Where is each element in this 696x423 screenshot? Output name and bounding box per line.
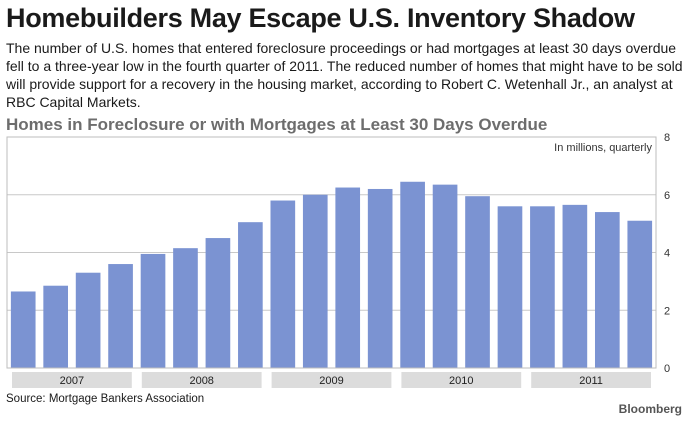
bars-layer bbox=[10, 181, 653, 368]
year-band-2007 bbox=[12, 372, 132, 388]
year-label-2008: 2008 bbox=[189, 375, 213, 387]
bar-2009-q1 bbox=[270, 200, 296, 368]
source-note: Source: Mortgage Bankers Association bbox=[6, 393, 205, 405]
bar-2010-q1 bbox=[400, 181, 425, 368]
bar-2011-q2 bbox=[562, 204, 588, 368]
year-label-2009: 2009 bbox=[319, 375, 343, 387]
bloomberg-logo: Bloomberg bbox=[618, 402, 682, 416]
bar-2010-q2 bbox=[432, 184, 458, 368]
bar-2010-q4 bbox=[497, 206, 523, 368]
bar-2007-q3 bbox=[75, 272, 101, 368]
year-label-2007: 2007 bbox=[60, 375, 84, 387]
deck-paragraph: The number of U.S. homes that entered fo… bbox=[6, 40, 683, 110]
bar-2009-q2 bbox=[302, 194, 328, 368]
year-label-2011: 2011 bbox=[579, 375, 603, 387]
y-tick-label: 6 bbox=[664, 190, 670, 202]
bar-2008-q4 bbox=[238, 222, 263, 368]
bar-2009-q4 bbox=[367, 188, 393, 368]
bar-2011-q1 bbox=[530, 206, 555, 368]
headline: Homebuilders May Escape U.S. Inventory S… bbox=[6, 3, 635, 33]
year-band-2009 bbox=[271, 372, 392, 388]
y-tick-label: 2 bbox=[664, 305, 670, 317]
bar-2008-q2 bbox=[173, 248, 198, 368]
bar-2011-q3 bbox=[594, 212, 620, 368]
bar-2008-q3 bbox=[205, 238, 231, 368]
bar-2010-q3 bbox=[465, 196, 490, 368]
year-band-2010 bbox=[401, 372, 522, 388]
plot-frame bbox=[6, 136, 657, 369]
bar-2011-q4 bbox=[627, 220, 653, 368]
grid-layer bbox=[7, 194, 656, 311]
y-tick-label: 4 bbox=[664, 248, 670, 260]
bar-2007-q2 bbox=[43, 285, 68, 368]
year-band-2008 bbox=[141, 372, 262, 388]
unit-note: In millions, quarterly bbox=[554, 142, 652, 154]
y-axis: 0 2 4 6 8 bbox=[664, 132, 670, 375]
y-tick-label: 8 bbox=[664, 132, 670, 144]
y-tick-label: 0 bbox=[664, 363, 670, 375]
year-label-2010: 2010 bbox=[449, 375, 473, 387]
bar-2009-q3 bbox=[335, 187, 361, 368]
chart-title: Homes in Foreclosure or with Mortgages a… bbox=[6, 115, 548, 134]
x-axis: 2007 2008 2009 2010 2011 bbox=[12, 372, 651, 388]
year-band-2011 bbox=[531, 372, 651, 388]
bar-2007-q4 bbox=[108, 264, 133, 368]
bar-2007-q1 bbox=[10, 291, 36, 368]
bar-2008-q1 bbox=[140, 253, 166, 368]
